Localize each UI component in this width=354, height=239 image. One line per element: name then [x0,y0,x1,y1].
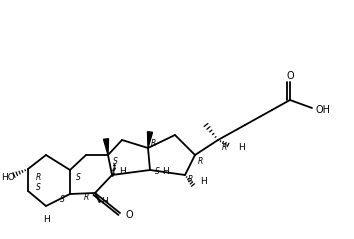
Text: R: R [198,158,202,167]
Text: R: R [84,194,88,202]
Text: O: O [125,210,133,220]
Text: R: R [187,175,193,185]
Text: S: S [113,158,118,167]
Text: H: H [162,168,169,176]
Text: H: H [119,168,125,176]
Text: R: R [35,173,41,181]
Text: R: R [221,142,227,152]
Text: S: S [59,196,64,205]
Text: OH: OH [315,105,330,115]
Text: H: H [200,178,207,186]
Polygon shape [103,139,108,155]
Text: HO: HO [1,174,15,183]
Text: O: O [286,71,294,81]
Text: R: R [150,138,156,147]
Polygon shape [148,132,153,148]
Text: S: S [35,184,40,192]
Text: H: H [42,214,49,223]
Text: S: S [155,168,159,176]
Text: S: S [75,174,80,183]
Text: H: H [101,196,107,206]
Text: H: H [238,143,245,152]
